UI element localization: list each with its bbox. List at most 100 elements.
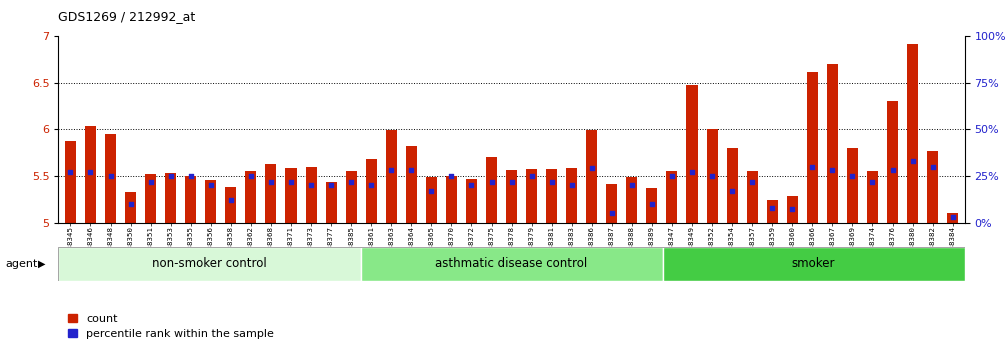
Point [223,197,239,203]
Point [664,173,680,179]
Point [303,183,319,188]
Point [924,164,941,169]
Bar [867,171,878,223]
Point [83,169,99,175]
Bar [546,169,557,223]
Point [825,168,841,173]
Point [524,173,540,179]
Bar [105,134,116,223]
Bar [786,196,798,223]
Bar [165,173,176,223]
Bar [446,176,457,223]
Bar [361,247,663,281]
Point [784,207,801,212]
Point [364,183,380,188]
Legend: count, percentile rank within the sample: count, percentile rank within the sample [64,309,279,344]
Point [143,179,159,184]
Point [202,183,219,188]
Bar [526,169,537,223]
Point [643,201,660,207]
Bar [746,171,757,223]
Point [884,168,900,173]
Point [564,183,580,188]
Bar [466,179,477,223]
Point [463,183,479,188]
Bar [426,177,437,223]
Bar [305,167,316,223]
Bar [948,213,959,223]
Point [684,169,700,175]
Point [62,169,79,175]
Point [443,173,459,179]
Bar [907,44,918,223]
Bar [486,157,497,223]
Bar [325,183,336,223]
Point [283,179,299,184]
Bar [727,148,738,223]
Point [182,173,198,179]
Bar [266,164,277,223]
Bar [125,192,136,223]
Bar [807,72,818,223]
Point [544,179,560,184]
Bar [766,200,777,223]
Point [103,173,119,179]
Point [864,179,880,184]
Point [123,201,139,207]
Bar [406,146,417,223]
Point [904,158,920,164]
Point [584,166,600,171]
Point [945,214,961,220]
Point [243,173,259,179]
Bar [827,64,838,223]
Point [483,179,499,184]
Bar [386,130,397,223]
Text: asthmatic disease control: asthmatic disease control [435,257,588,270]
Bar [663,247,965,281]
Bar [226,187,237,223]
Bar [366,159,377,223]
Point [423,188,439,194]
Bar [58,247,361,281]
Point [263,179,279,184]
Bar [64,141,76,223]
Bar [205,180,217,223]
Point [623,183,639,188]
Bar [586,130,597,223]
Bar [246,171,257,223]
Text: non-smoker control: non-smoker control [152,257,267,270]
Bar [847,148,858,223]
Point [504,179,520,184]
Point [323,183,339,188]
Point [764,205,780,210]
Bar [887,101,898,223]
Bar [606,184,617,223]
Point [403,168,419,173]
Text: agent: agent [5,259,37,269]
Bar [687,85,698,223]
Point [343,179,359,184]
Bar [507,170,517,223]
Bar [85,126,96,223]
Point [805,164,821,169]
Point [384,168,400,173]
Bar [145,174,156,223]
Point [724,188,740,194]
Point [844,173,860,179]
Point [744,179,760,184]
Point [704,173,720,179]
Bar [185,176,196,223]
Text: smoker: smoker [792,257,836,270]
Point [163,173,179,179]
Point [604,210,620,216]
Bar [646,188,658,223]
Bar [626,177,637,223]
Bar [566,168,577,223]
Text: GDS1269 / 212992_at: GDS1269 / 212992_at [58,10,195,23]
Bar [707,129,718,223]
Text: ▶: ▶ [38,259,45,269]
Bar [285,168,296,223]
Bar [667,171,678,223]
Bar [345,171,356,223]
Bar [927,151,939,223]
